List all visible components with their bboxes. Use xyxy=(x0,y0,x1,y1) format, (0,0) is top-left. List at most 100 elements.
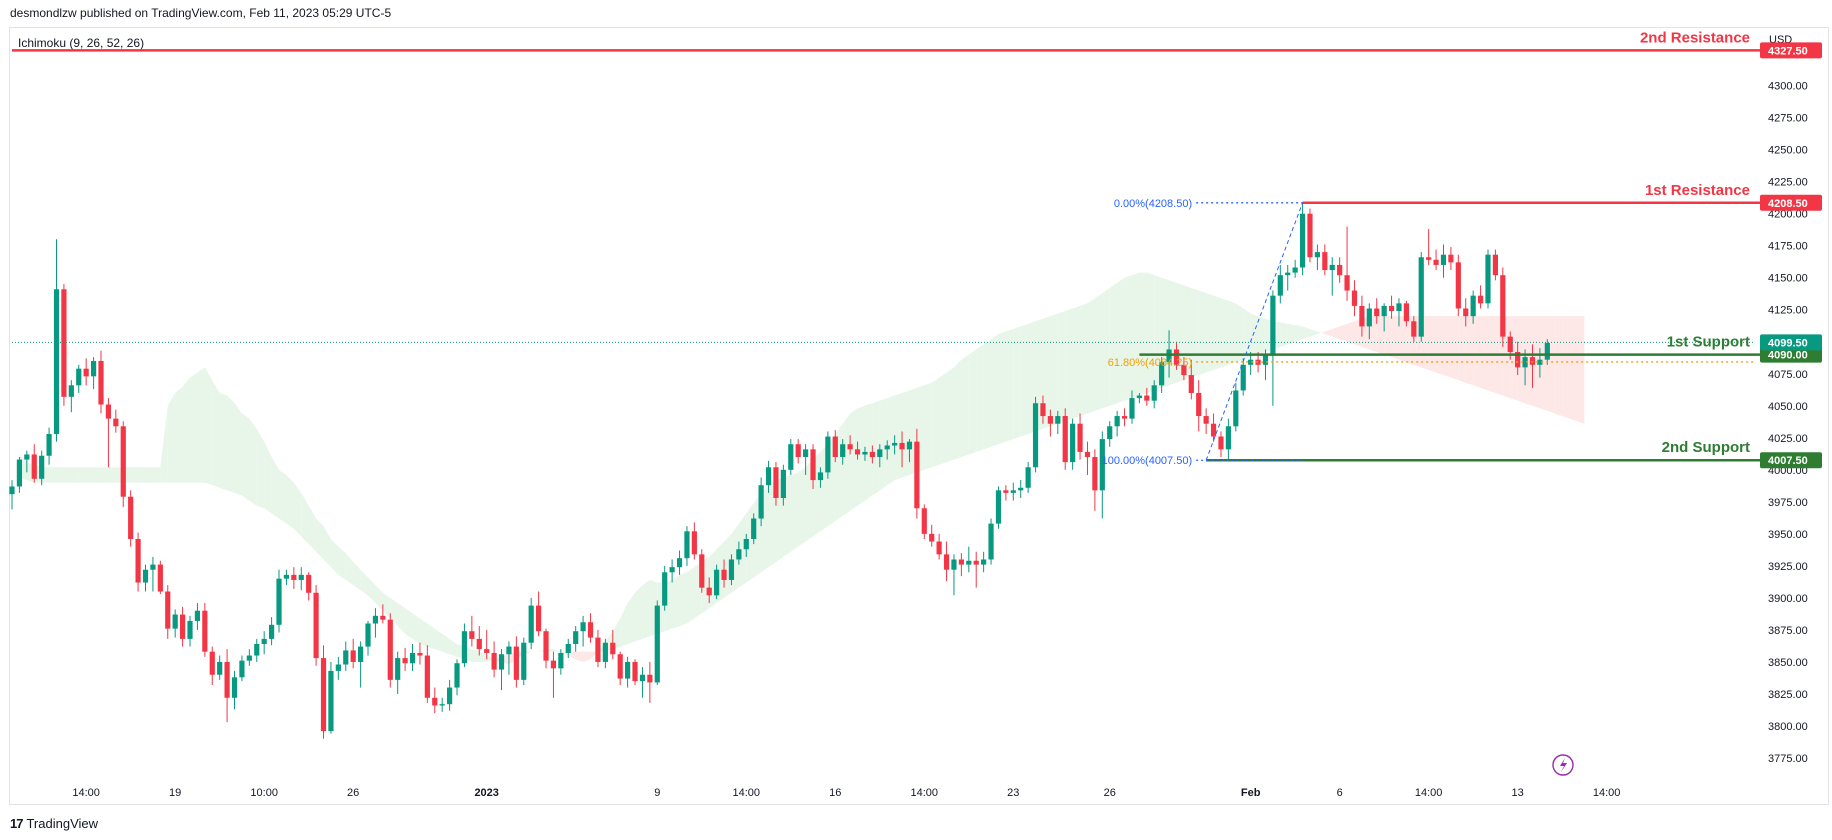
y-tick-label: 3900.00 xyxy=(1768,593,1808,605)
candle-body xyxy=(1210,423,1217,437)
cloud-segment xyxy=(382,592,391,619)
candle xyxy=(988,518,994,565)
candle xyxy=(157,560,163,595)
y-tick-label: 3950.00 xyxy=(1768,529,1808,541)
candle xyxy=(676,550,683,575)
candle xyxy=(1248,352,1254,376)
candle xyxy=(179,606,186,647)
candle-body xyxy=(24,454,30,460)
candle-body xyxy=(1477,295,1484,304)
cloud-segment xyxy=(227,395,235,493)
candle-body xyxy=(1092,457,1098,491)
candle-body xyxy=(795,444,801,458)
candle xyxy=(706,577,712,604)
candle-body xyxy=(1040,403,1046,417)
candle xyxy=(268,617,275,646)
cloud-segment xyxy=(775,477,784,563)
cloud-segment xyxy=(286,474,294,529)
candle-body xyxy=(1507,336,1513,353)
cloud-segment xyxy=(1117,277,1125,404)
candle-body xyxy=(498,654,505,670)
price-axis[interactable]: 3775.00 3800.00 3825.00 3850.00 3875.00 3900.… xyxy=(1760,42,1822,765)
candle-body xyxy=(884,445,890,450)
cloud-segment xyxy=(635,585,643,642)
cloud-segment xyxy=(264,441,272,514)
time-axis[interactable]: 14:00 19 10:00 26 2023 9 14:00 16 14:00 23 26 Feb 6 1… xyxy=(72,787,1620,799)
cloud-segment xyxy=(1473,316,1481,388)
candle-body xyxy=(862,451,868,455)
candle xyxy=(380,604,386,624)
candle xyxy=(358,641,364,688)
indicator-legend[interactable]: Ichimoku (9, 26, 52, 26) xyxy=(18,36,145,50)
candle xyxy=(46,427,52,465)
candle-body xyxy=(714,569,720,596)
candle-body xyxy=(1181,364,1187,376)
candle-body xyxy=(1070,423,1076,463)
candle xyxy=(1426,229,1432,265)
cloud-segment xyxy=(375,585,383,611)
candle xyxy=(335,656,341,680)
candle xyxy=(276,569,282,633)
candle xyxy=(31,444,37,483)
x-tick-label: 26 xyxy=(1104,787,1116,799)
cloud-segment xyxy=(345,553,354,586)
candle xyxy=(1396,298,1402,327)
candle-body xyxy=(1344,275,1350,291)
candle xyxy=(90,357,97,390)
candle-body xyxy=(1299,213,1306,268)
candle-body xyxy=(350,650,356,662)
lightning-icon[interactable] xyxy=(1552,754,1574,776)
candle-body xyxy=(128,496,134,539)
candle-body xyxy=(803,449,809,458)
candle xyxy=(1203,408,1209,434)
cloud-segment xyxy=(271,457,280,519)
candle-body xyxy=(283,574,290,579)
cloud-segment xyxy=(1458,316,1466,383)
y-tick-label: 4300.00 xyxy=(1768,81,1808,93)
candle xyxy=(1359,295,1365,337)
footer-brand[interactable]: 17 TradingView xyxy=(10,816,98,831)
candle-body xyxy=(1292,267,1298,273)
candle-body xyxy=(1114,416,1120,427)
candle-body xyxy=(773,467,779,499)
cloud-segment xyxy=(1005,328,1014,442)
candle-body xyxy=(484,649,490,653)
candle-body xyxy=(1240,364,1246,391)
candle-body xyxy=(610,642,616,655)
candle-body xyxy=(358,646,364,662)
candle xyxy=(1129,390,1135,424)
candle-body xyxy=(1262,354,1269,365)
candle xyxy=(1374,298,1380,324)
candle-body xyxy=(16,459,23,487)
cloud-segment xyxy=(620,603,628,647)
candle-body xyxy=(142,569,149,583)
candle-body xyxy=(135,538,141,583)
candle-body xyxy=(313,592,319,659)
candle-body xyxy=(1322,252,1328,271)
candle-body xyxy=(847,444,853,450)
2nd-support-label: 2nd Support xyxy=(1662,439,1750,456)
candle-body xyxy=(1151,385,1157,401)
lightning-bolt-icon xyxy=(1560,758,1567,772)
candle xyxy=(550,651,557,698)
candle xyxy=(1047,409,1053,437)
candle-body xyxy=(1144,395,1150,401)
candle xyxy=(172,609,178,638)
candle xyxy=(1329,257,1335,296)
candle xyxy=(921,504,927,539)
candle-body xyxy=(1196,392,1202,417)
candle-body xyxy=(639,674,646,682)
candle xyxy=(476,626,482,656)
y-tick-label: 4150.00 xyxy=(1768,273,1808,285)
y-tick-label: 4275.00 xyxy=(1768,113,1808,125)
candle xyxy=(313,585,319,666)
candle-body xyxy=(1337,264,1343,276)
candle-body xyxy=(298,574,304,580)
cloud-segment xyxy=(56,467,64,483)
candle-body xyxy=(721,569,727,580)
candle xyxy=(1077,413,1083,460)
candle xyxy=(966,546,972,573)
candle xyxy=(862,446,868,461)
cloud-segment xyxy=(850,408,858,511)
